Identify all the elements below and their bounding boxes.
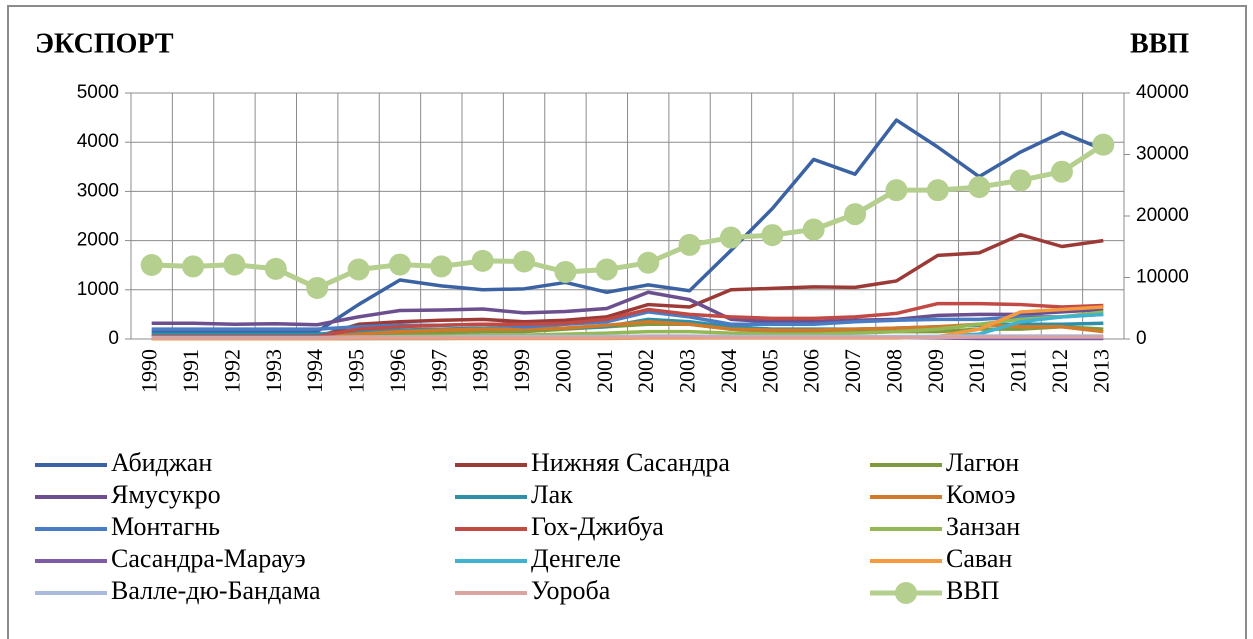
series-marker <box>595 258 618 281</box>
x-tick-label: 2006 <box>799 349 824 393</box>
series-marker <box>637 251 660 274</box>
series-marker <box>306 276 329 299</box>
y-tick-label: 4000 <box>77 131 119 152</box>
x-tick-label: 2010 <box>964 349 989 393</box>
x-tick-label: 2012 <box>1047 349 1072 393</box>
series-marker <box>885 179 908 202</box>
y2-tick-label: 40000 <box>1136 82 1189 103</box>
series-marker <box>761 224 784 247</box>
x-tick-label: 2000 <box>550 349 575 393</box>
legend-label: Денгеле <box>531 544 621 573</box>
series-marker <box>719 226 742 249</box>
legend-label: Абиджан <box>111 448 212 477</box>
x-tick-label: 1995 <box>344 349 369 393</box>
x-tick-label: 2003 <box>675 349 700 393</box>
legend-label: ВВП <box>946 576 1000 605</box>
y-tick-label: 2000 <box>77 230 119 251</box>
series-marker <box>471 249 494 272</box>
x-tick-label: 2008 <box>881 349 906 393</box>
series-marker <box>844 203 867 226</box>
x-tick-label: 1996 <box>385 349 410 393</box>
series-marker <box>264 257 287 280</box>
legend-label: Ямусукро <box>111 480 221 509</box>
chart-title: ЭКСПОРТ <box>35 28 174 59</box>
legend-label: Монтагнь <box>111 512 220 541</box>
series-marker <box>140 254 163 277</box>
series-marker <box>388 253 411 276</box>
x-tick-label: 2001 <box>592 349 617 393</box>
series-marker <box>802 218 825 241</box>
legend-label: Гох-Джибуа <box>531 512 664 541</box>
series-marker <box>926 179 949 202</box>
x-tick-label: 2005 <box>757 349 782 393</box>
x-tick-label: 1997 <box>426 349 451 393</box>
x-tick-label: 2013 <box>1088 349 1113 393</box>
series-line <box>151 118 1104 334</box>
y-tick-label: 5000 <box>77 82 119 103</box>
x-tick-label: 1998 <box>468 349 493 393</box>
series-line <box>151 310 1104 331</box>
y-tick-label: 1000 <box>77 279 119 300</box>
x-tick-label: 1992 <box>219 349 244 393</box>
series-marker <box>182 255 205 278</box>
legend-label: Лагюн <box>946 448 1019 477</box>
y2-title: ВВП <box>1130 28 1189 59</box>
series-marker <box>347 258 370 281</box>
x-tick-label: 1993 <box>261 349 286 393</box>
legend-label: Комоэ <box>946 480 1015 509</box>
series-line <box>151 290 1104 327</box>
series-marker <box>554 260 577 283</box>
x-tick-label: 1990 <box>137 349 162 393</box>
legend-label: Занзан <box>946 512 1020 541</box>
y2-tick-label: 10000 <box>1136 267 1189 288</box>
series-line <box>151 335 1104 340</box>
x-tick-label: 1991 <box>178 349 203 393</box>
legend-label: Лак <box>531 480 573 509</box>
legend-label: Валле-дю-Бандама <box>111 576 321 605</box>
series-marker <box>1009 169 1032 192</box>
series-marker <box>678 233 701 256</box>
legend-marker <box>895 582 917 604</box>
y2-tick-label: 0 <box>1136 328 1147 349</box>
x-tick-label: 2002 <box>633 349 658 393</box>
y2-tick-label: 20000 <box>1136 205 1189 226</box>
y2-tick-label: 30000 <box>1136 144 1189 165</box>
legend-label: Уороба <box>531 576 611 605</box>
series-marker <box>1050 160 1073 183</box>
y-tick-label: 0 <box>108 328 119 349</box>
legend-label: Сасандра-Марауэ <box>111 544 306 573</box>
x-tick-label: 2011 <box>1006 349 1031 392</box>
x-tick-label: 1999 <box>509 349 534 393</box>
legend-label: Нижняя Сасандра <box>531 448 730 477</box>
legend-label: Саван <box>946 544 1012 573</box>
series-marker <box>223 253 246 276</box>
x-tick-label: 2004 <box>716 349 741 393</box>
series-marker <box>968 176 991 199</box>
series-marker <box>430 255 453 278</box>
x-tick-label: 1994 <box>302 349 327 393</box>
series-marker <box>1092 133 1115 156</box>
x-tick-label: 2009 <box>923 349 948 393</box>
series-marker <box>513 250 536 273</box>
y-tick-label: 3000 <box>77 180 119 201</box>
x-tick-label: 2007 <box>840 349 865 393</box>
